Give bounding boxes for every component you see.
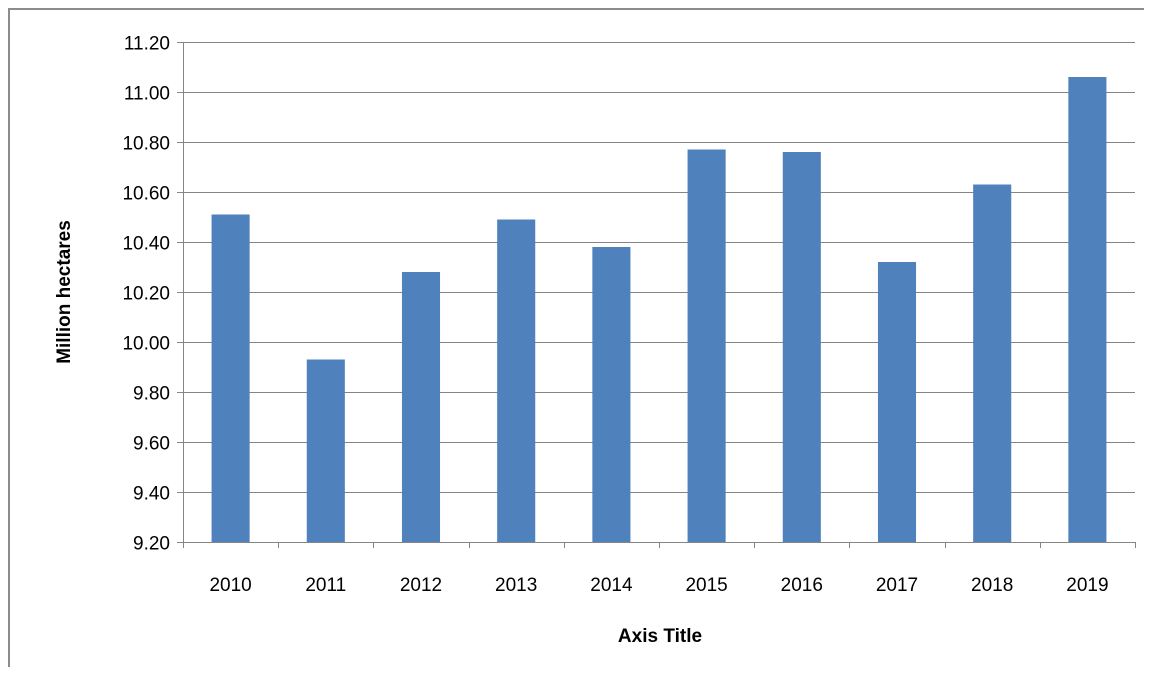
y-tick-labels: 9.20 9.40 9.60 9.80 10.00 10.20 10.40 10.60 10.8… bbox=[122, 34, 170, 555]
x-tick-labels: 2010 2011 2012 2013 2014 2015 2016 2017 2018 2019 bbox=[209, 575, 1108, 596]
y-tick-label: 10.20 bbox=[122, 284, 170, 305]
y-tick-label: 10.00 bbox=[122, 334, 170, 355]
bar-2010 bbox=[212, 215, 250, 543]
x-tick-label: 2013 bbox=[495, 575, 537, 596]
x-tick-label: 2015 bbox=[685, 575, 727, 596]
y-tick-label: 11.00 bbox=[124, 84, 170, 105]
x-tick-label: 2014 bbox=[590, 575, 633, 596]
bar-2011 bbox=[307, 360, 345, 543]
y-tick-label: 10.60 bbox=[122, 184, 170, 205]
bars bbox=[212, 77, 1107, 542]
y-tick-label: 10.80 bbox=[122, 134, 170, 155]
bar-2014 bbox=[592, 247, 630, 542]
y-tick-label: 9.40 bbox=[133, 484, 170, 505]
x-tick-label: 2017 bbox=[876, 575, 918, 596]
bar-2018 bbox=[973, 185, 1011, 543]
bar-2016 bbox=[783, 152, 821, 542]
bar-2012 bbox=[402, 272, 440, 542]
bar-2019 bbox=[1068, 77, 1106, 542]
bar-2013 bbox=[497, 220, 535, 543]
y-tick-label: 9.20 bbox=[133, 534, 170, 555]
x-tick-label: 2011 bbox=[305, 575, 346, 596]
x-tick-label: 2010 bbox=[209, 575, 251, 596]
y-tick-label: 11.20 bbox=[124, 34, 170, 55]
x-axis-title: Axis Title bbox=[618, 626, 702, 647]
x-tick-label: 2016 bbox=[781, 575, 823, 596]
x-tick-label: 2019 bbox=[1066, 575, 1108, 596]
x-tick-label: 2012 bbox=[400, 575, 442, 596]
x-tick-label: 2018 bbox=[971, 575, 1013, 596]
bar-2015 bbox=[688, 150, 726, 543]
y-tick-label: 10.40 bbox=[122, 234, 170, 255]
bar-2017 bbox=[878, 262, 916, 542]
y-axis-title: Million hectares bbox=[54, 220, 75, 364]
y-tick-label: 9.60 bbox=[133, 434, 170, 455]
y-tick-label: 9.80 bbox=[133, 384, 170, 405]
